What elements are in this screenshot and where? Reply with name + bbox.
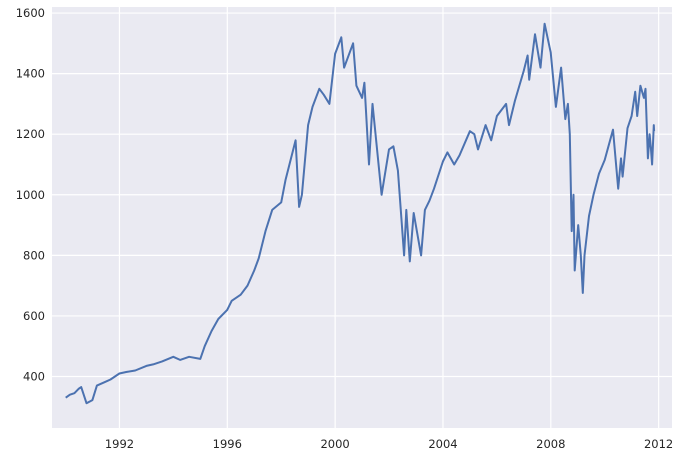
x-axis-tick-labels: 1992 1996 2000 2004 2008 2012 [105, 437, 673, 451]
x-tick-label: 1996 [213, 437, 242, 451]
y-tick-label: 1600 [16, 6, 45, 20]
y-axis-tick-labels: 400 600 800 1000 1200 1400 1600 [16, 6, 45, 383]
y-gridlines [52, 12, 672, 378]
y-tick-label: 1200 [16, 127, 45, 141]
x-tick-label: 2000 [320, 437, 349, 451]
x-tick-label: 2004 [428, 437, 457, 451]
x-tick-label: 1992 [105, 437, 134, 451]
y-tick-label: 400 [23, 370, 45, 384]
plot-area-background [52, 7, 672, 428]
y-tick-label: 600 [23, 309, 45, 323]
x-tick-label: 2008 [536, 437, 565, 451]
series-line [65, 22, 656, 405]
x-gridlines [118, 7, 660, 428]
x-tick-label: 2012 [644, 437, 673, 451]
y-tick-label: 800 [23, 248, 45, 262]
y-tick-label: 1000 [16, 188, 45, 202]
y-tick-label: 1400 [16, 67, 45, 81]
